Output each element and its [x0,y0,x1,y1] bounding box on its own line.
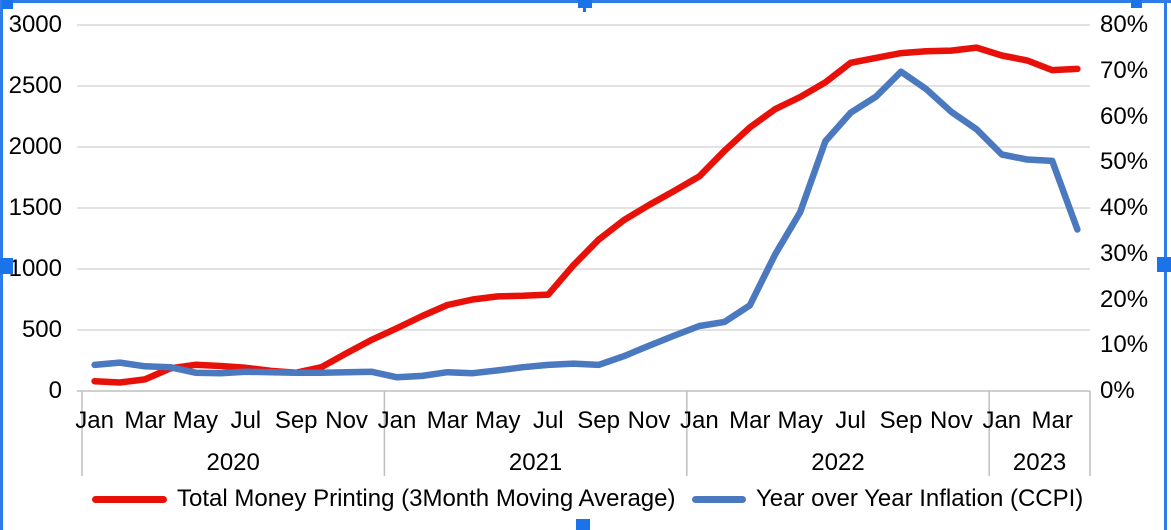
legend-label-money-printing: Total Money Printing (3Month Moving Aver… [177,485,676,512]
x-axis-month-label: Nov [627,407,671,434]
right-axis-tick-label: 50% [1100,148,1149,176]
selection-handle-top-right[interactable] [1131,0,1142,8]
x-axis-month-label: Mar [124,407,166,434]
right-axis-tick-label: 40% [1100,194,1149,221]
x-axis-month-label: Sep [879,407,923,434]
x-axis-year-label: 2022 [811,449,865,476]
left-axis-tick-label: 0 [48,377,62,404]
selection-handle-rotation-stem[interactable] [583,8,586,12]
x-axis-month-label: Jul [230,407,262,434]
legend-label-inflation: Year over Year Inflation (CCPI) [756,485,1084,512]
selection-handle-top-left[interactable] [2,0,13,9]
x-axis-month-label: Mar [1031,407,1073,434]
legend-line-money-printing [92,495,167,503]
right-axis-tick-label: 10% [1100,331,1149,359]
right-axis-tick-label: 80% [1100,11,1149,38]
x-axis-month-label: Jan [680,407,719,434]
x-axis-year-label: 2021 [508,449,563,476]
legend-item-inflation: Year over Year Inflation (CCPI) [692,485,1084,512]
x-axis-month-label: Mar [426,407,469,434]
selection-handle-top-middle[interactable] [578,0,592,8]
x-axis-year-label: 2023 [1012,449,1067,476]
left-axis-tick-label: 2500 [8,72,62,99]
x-axis-month-label: Sep [274,407,318,434]
selection-handle-left-middle[interactable] [0,258,13,274]
legend-line-inflation [692,495,746,503]
right-axis-tick-label: 30% [1100,239,1149,267]
x-axis-month-label: May [172,407,219,434]
x-axis-month-label: Nov [325,407,368,434]
x-axis-year-label: 2020 [206,449,260,476]
x-axis-month-label: Jan [982,407,1022,434]
x-axis-month-label: Jul [532,407,564,434]
left-axis-tick-label: 1000 [8,255,62,282]
right-axis-tick-label: 20% [1100,285,1149,313]
left-axis-tick-label: 1500 [8,194,62,221]
right-axis-tick-label: 70% [1100,56,1149,84]
right-axis-tick-label: 0% [1100,377,1135,404]
left-axis-tick-label: 3000 [8,11,62,38]
selection-handle-right-middle[interactable] [1157,257,1171,272]
x-axis-month-label: May [475,407,521,434]
inflation-line [91,68,1081,381]
left-axis-tick-label: 2000 [8,133,62,160]
right-axis-tick-label: 60% [1100,102,1149,130]
x-axis-month-label: Mar [729,407,771,434]
x-axis-month-label: Nov [930,407,973,434]
x-axis-month-label: Jan [75,407,114,434]
x-axis-month-label: Jan [377,407,417,434]
x-axis-month-label: Sep [577,407,620,434]
money-printing-line [91,44,1081,386]
selection-handle-bottom-middle[interactable] [576,519,590,530]
left-axis-tick-label: 500 [21,316,62,343]
x-axis-month-label: Jul [835,407,866,434]
x-axis-month-label: May [777,407,823,434]
legend-item-money-printing: Total Money Printing (3Month Moving Aver… [92,485,676,512]
